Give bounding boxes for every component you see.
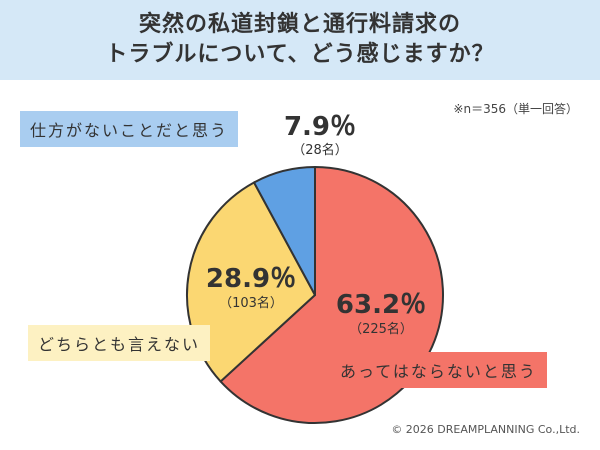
slice-count-atte: （225名） (349, 322, 413, 337)
chart-title-line-1: 突然の私道封鎖と通行料請求の (138, 12, 461, 37)
slice-percent-dochira: 28.9％ (205, 264, 297, 294)
slice-label-shikata: 仕方がないことだと思う (20, 111, 239, 147)
copyright: © 2026 DREAMPLANNING Co.,Ltd. (391, 423, 580, 436)
slice-count-shikata: （28名） (292, 143, 348, 158)
sample-note: ※n＝356（単一回答） (453, 102, 578, 116)
pie-slice-shikata (253, 166, 316, 296)
slice-percent-atte: 63.2％ (335, 290, 427, 320)
slice-label-atte: あってはならないと思う (330, 352, 547, 388)
chart-title-line-2: トラブルについて、どう感じますか？ (105, 42, 495, 67)
header-banner: 突然の私道封鎖と通行料請求の トラブルについて、どう感じますか？ (0, 0, 600, 80)
slice-percent-shikata: 7.9％ (283, 112, 357, 142)
slice-count-dochira: （103名） (219, 296, 283, 311)
slice-label-dochira: どちらとも言えない (28, 325, 211, 361)
